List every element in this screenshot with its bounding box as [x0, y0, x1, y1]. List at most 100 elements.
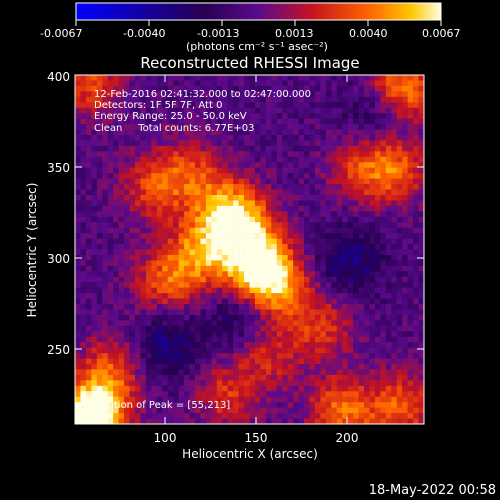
- heatmap-cell: [124, 205, 130, 212]
- heatmap-cell: [249, 91, 256, 98]
- heatmap-cell: [314, 331, 321, 338]
- heatmap-cell: [276, 331, 283, 338]
- heatmap-cell: [222, 276, 228, 283]
- heatmap-cell: [336, 364, 343, 370]
- heatmap-cell: [271, 407, 278, 414]
- heatmap-cell: [342, 107, 348, 114]
- heatmap-cell: [293, 396, 299, 403]
- heatmap-cell: [178, 260, 185, 267]
- heatmap-cell: [96, 364, 103, 370]
- heatmap-cell: [347, 91, 354, 98]
- heatmap-cell: [380, 298, 387, 305]
- heatmap-cell: [244, 353, 250, 359]
- heatmap-cell: [244, 173, 250, 179]
- heatmap-cell: [140, 276, 147, 283]
- heatmap-cell: [385, 353, 392, 359]
- heatmap-cell: [124, 167, 130, 174]
- heatmap-cell: [140, 402, 147, 408]
- heatmap-cell: [265, 162, 272, 168]
- heatmap-cell: [91, 194, 98, 201]
- heatmap-cell: [331, 184, 338, 190]
- heatmap-cell: [407, 282, 414, 288]
- heatmap-cell: [102, 364, 109, 370]
- heatmap-cell: [304, 260, 310, 267]
- heatmap-cell: [233, 140, 239, 147]
- heatmap-cell: [194, 134, 201, 141]
- heatmap-cell: [129, 402, 136, 408]
- heatmap-cell: [124, 374, 130, 381]
- heatmap-cell: [336, 402, 343, 408]
- heatmap-cell: [260, 271, 267, 278]
- heatmap-cell: [205, 331, 212, 338]
- heatmap-cell: [173, 194, 179, 201]
- heatmap-cell: [342, 347, 348, 354]
- heatmap-cell: [233, 282, 239, 288]
- heatmap-cell: [276, 314, 283, 321]
- heatmap-cell: [369, 396, 376, 403]
- heatmap-cell: [233, 118, 239, 125]
- heatmap-cell: [107, 80, 114, 87]
- heatmap-cell: [254, 200, 261, 207]
- heatmap-cell: [358, 385, 365, 392]
- heatmap-cell: [189, 162, 196, 168]
- heatmap-cell: [287, 358, 294, 365]
- heatmap-cell: [369, 102, 376, 109]
- heatmap-cell: [309, 418, 316, 425]
- heatmap-cell: [178, 75, 185, 81]
- heatmap-cell: [358, 178, 365, 185]
- heatmap-cell: [396, 238, 403, 245]
- heatmap-cell: [205, 309, 212, 316]
- heatmap-cell: [342, 205, 348, 212]
- heatmap-cell: [194, 184, 201, 190]
- heatmap-cell: [222, 216, 228, 223]
- heatmap-cell: [85, 282, 92, 288]
- heatmap-cell: [145, 358, 152, 365]
- heatmap-cell: [336, 91, 343, 98]
- heatmap-cell: [189, 184, 196, 190]
- heatmap-cell: [200, 293, 207, 299]
- heatmap-cell: [151, 233, 158, 239]
- heatmap-cell: [211, 145, 218, 152]
- heatmap-cell: [265, 91, 272, 98]
- heatmap-cell: [331, 265, 338, 272]
- heatmap-cell: [374, 413, 381, 419]
- heatmap-cell: [85, 309, 92, 316]
- heatmap-cell: [227, 271, 234, 278]
- heatmap-cell: [75, 194, 81, 201]
- heatmap-cell: [227, 194, 234, 201]
- heatmap-cell: [211, 369, 218, 376]
- heatmap-cell: [374, 124, 381, 130]
- heatmap-cell: [254, 205, 261, 212]
- heatmap-cell: [380, 233, 387, 239]
- heatmap-cell: [325, 353, 332, 359]
- heatmap-cell: [75, 75, 81, 81]
- heatmap-cell: [145, 364, 152, 370]
- heatmap-cell: [91, 347, 98, 354]
- heatmap-cell: [304, 129, 310, 136]
- heatmap-cell: [287, 178, 294, 185]
- heatmap-cell: [385, 96, 392, 103]
- heatmap-cell: [293, 342, 299, 348]
- heatmap-cell: [75, 249, 81, 256]
- heatmap-cell: [249, 178, 256, 185]
- heatmap-cell: [167, 407, 174, 414]
- heatmap-cell: [216, 227, 223, 234]
- heatmap-cell: [249, 418, 256, 425]
- heatmap-cell: [304, 134, 310, 141]
- heatmap-cell: [265, 124, 272, 130]
- heatmap-cell: [260, 298, 267, 305]
- heatmap-cell: [200, 418, 207, 425]
- heatmap-cell: [293, 336, 299, 343]
- heatmap-cell: [189, 413, 196, 419]
- heatmap-cell: [385, 233, 392, 239]
- heatmap-cell: [293, 358, 299, 365]
- heatmap-cell: [418, 129, 425, 136]
- heatmap-cell: [369, 293, 376, 299]
- heatmap-cell: [233, 385, 239, 392]
- heatmap-cell: [249, 200, 256, 207]
- heatmap-cell: [124, 254, 130, 261]
- heatmap-cell: [254, 124, 261, 130]
- heatmap-cell: [189, 347, 196, 354]
- heatmap-cell: [205, 145, 212, 152]
- heatmap-cell: [211, 265, 218, 272]
